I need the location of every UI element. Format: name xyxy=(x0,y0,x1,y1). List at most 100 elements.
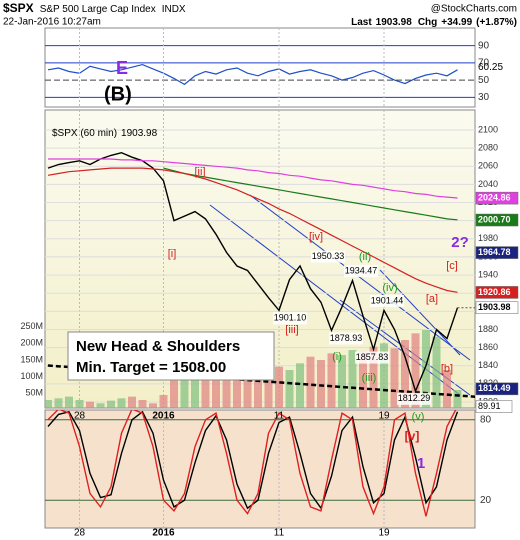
oscillator-line xyxy=(47,410,457,517)
point-label-box xyxy=(311,250,345,263)
note-text: Min. Target = 1508.00 xyxy=(76,359,226,376)
y-tick-label: 2040 xyxy=(478,179,498,189)
last-value: 1903.98 xyxy=(376,17,413,28)
volume-tick-label: 100M xyxy=(20,371,43,381)
volume-bar xyxy=(380,343,388,408)
volume-bar xyxy=(180,373,189,408)
volume-bar xyxy=(443,370,451,408)
annotation: (B) xyxy=(104,83,132,105)
volume-bar xyxy=(212,370,220,408)
volume-bar xyxy=(149,403,157,408)
x-tick-label: 2016 xyxy=(152,528,175,539)
chg-pct: (+1.87%) xyxy=(476,17,517,28)
value-label-box xyxy=(475,191,519,205)
x-tick-label: 28 xyxy=(74,528,86,539)
point-label: 1901.44 xyxy=(371,295,404,305)
moving-average xyxy=(48,158,458,199)
wave-label: [iii] xyxy=(285,324,298,336)
value-label: 1964.78 xyxy=(478,247,511,257)
volume-bar xyxy=(453,390,462,408)
y-tick-label: 2060 xyxy=(478,161,498,171)
legend: $SPX (60 min) 1903.98 xyxy=(52,128,158,139)
osc-plot xyxy=(45,410,475,528)
y-tick-label: 1880 xyxy=(478,324,498,334)
chg-label: Chg xyxy=(418,17,437,28)
y-tick-label: 70 xyxy=(478,58,490,69)
y-tick-label: 1940 xyxy=(478,269,498,279)
osc-panel xyxy=(44,409,476,529)
volume-bar xyxy=(45,400,52,408)
volume-bar xyxy=(107,400,115,408)
volume-tick-label: 150M xyxy=(20,354,43,364)
value-label-box xyxy=(475,246,519,259)
y-tick-label: 30 xyxy=(478,92,490,103)
volume-bar xyxy=(317,360,325,408)
point-label: 1857.83 xyxy=(356,352,389,362)
top-plot xyxy=(45,28,475,107)
value-label-box xyxy=(475,382,519,396)
volume-bar xyxy=(369,346,378,408)
y-tick-label: 2080 xyxy=(478,143,498,153)
neckline xyxy=(45,364,475,398)
x-tick-label: 11 xyxy=(274,411,285,422)
wave-label: (ii) xyxy=(359,251,371,263)
date: 22-Jan-2016 10:27am xyxy=(3,17,101,28)
wave-label: (v) xyxy=(412,411,425,423)
exchange: INDX xyxy=(162,4,186,15)
volume-bar xyxy=(170,380,178,408)
wave-label: (i) xyxy=(332,351,342,363)
x-tick-label: 2016 xyxy=(152,411,175,422)
x-tick-label: 28 xyxy=(74,411,86,422)
last-line: Last 1903.98 Chg +34.99 (+1.87%) xyxy=(351,17,517,28)
x-tick-label: 11 xyxy=(274,528,285,539)
value-label: 1903.98 xyxy=(478,302,511,312)
point-label-box xyxy=(370,295,404,308)
legend-text: $SPX (60 min) xyxy=(52,128,117,139)
volume-bar xyxy=(254,360,262,408)
volume-bar xyxy=(390,348,399,408)
wave-label: 2? xyxy=(451,234,469,251)
price-plot xyxy=(45,110,475,408)
volume-bar xyxy=(138,400,147,408)
channel-line xyxy=(379,269,461,356)
value-label: 1920.86 xyxy=(478,287,511,297)
last-label: Last xyxy=(351,17,372,28)
volume-bar xyxy=(243,368,252,408)
value-label-box xyxy=(475,400,513,413)
volume-bar xyxy=(264,363,273,408)
index-name: S&P 500 Large Cap Index xyxy=(40,4,156,15)
volume-bar xyxy=(338,355,346,408)
point-label: 1934.47 xyxy=(345,265,378,275)
wave-label: [i] xyxy=(168,248,177,260)
wave-label: (iv) xyxy=(382,282,397,294)
volume-tick-label: 50M xyxy=(25,388,43,398)
volume-bar xyxy=(348,350,357,408)
source: @StockCharts.com xyxy=(431,4,517,15)
y-tick-label: 1980 xyxy=(478,233,498,243)
wave-label: [a] xyxy=(426,293,438,305)
volume-bar xyxy=(86,401,94,408)
value-label-box xyxy=(475,213,519,227)
wave-label: [b] xyxy=(441,363,453,375)
volume-bar xyxy=(65,396,73,408)
wave-label: [iv] xyxy=(309,231,323,243)
y-tick-label: 50 xyxy=(478,75,490,86)
point-label-box xyxy=(397,392,431,405)
point-label-box xyxy=(273,312,307,325)
legend-value: 1903.98 xyxy=(121,128,158,139)
value-label-box xyxy=(475,286,519,299)
current-value: 60.25 xyxy=(478,62,503,73)
point-label-box xyxy=(344,265,378,278)
volume-bar xyxy=(233,371,241,408)
moving-average xyxy=(47,167,458,293)
volume-tick-label: 250M xyxy=(20,321,43,331)
volume-bar xyxy=(222,366,231,408)
value-label: 89.91 xyxy=(478,401,501,411)
y-tick-label: 1840 xyxy=(478,360,498,370)
volume-bar xyxy=(411,333,420,408)
header-title: $SPX S&P 500 Large Cap Index INDX xyxy=(3,1,186,15)
note-text: New Head & Shoulders xyxy=(76,338,240,355)
wave-label: (iii) xyxy=(362,372,377,384)
annotation: [v] xyxy=(405,429,420,443)
